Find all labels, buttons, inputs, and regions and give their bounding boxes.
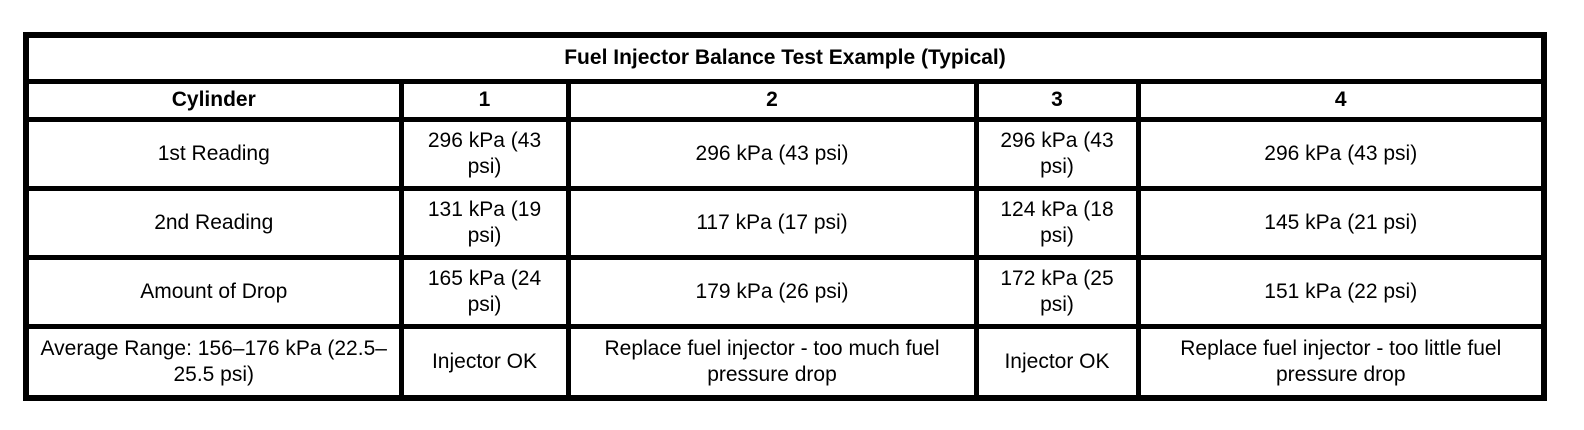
row-label-2nd-reading: 2nd Reading [23, 185, 404, 260]
cell-drop-cyl3: 172 kPa (25 psi) [973, 254, 1141, 329]
cell-drop-cyl2: 179 kPa (26 psi) [565, 254, 979, 329]
row-label-amount-of-drop: Amount of Drop [23, 254, 404, 329]
cell-verdict-cyl2: Replace fuel injector - too much fuel pr… [565, 323, 979, 401]
cell-1st-reading-cyl3: 296 kPa (43 psi) [973, 116, 1141, 191]
header-row: Cylinder 1 2 3 4 [23, 78, 1547, 122]
cell-verdict-cyl1: Injector OK [398, 323, 571, 401]
cell-drop-cyl1: 165 kPa (24 psi) [398, 254, 571, 329]
fuel-injector-balance-table: Fuel Injector Balance Test Example (Typi… [23, 32, 1548, 401]
table-title: Fuel Injector Balance Test Example (Typi… [23, 32, 1547, 84]
cell-drop-cyl4: 151 kPa (22 psi) [1135, 254, 1547, 329]
header-col-4: 4 [1135, 78, 1547, 122]
header-col-3: 3 [973, 78, 1141, 122]
balance-test-table: Fuel Injector Balance Test Example (Typi… [23, 32, 1548, 401]
header-cylinder: Cylinder [23, 78, 404, 122]
row-label-average-range: Average Range: 156–176 kPa (22.5–25.5 ps… [23, 323, 404, 401]
cell-2nd-reading-cyl4: 145 kPa (21 psi) [1135, 185, 1547, 260]
row-label-1st-reading: 1st Reading [23, 116, 404, 191]
title-row: Fuel Injector Balance Test Example (Typi… [23, 32, 1547, 84]
cell-2nd-reading-cyl2: 117 kPa (17 psi) [565, 185, 979, 260]
table-row-average-range: Average Range: 156–176 kPa (22.5–25.5 ps… [23, 323, 1547, 401]
cell-1st-reading-cyl2: 296 kPa (43 psi) [565, 116, 979, 191]
cell-2nd-reading-cyl3: 124 kPa (18 psi) [973, 185, 1141, 260]
header-col-1: 1 [398, 78, 571, 122]
cell-1st-reading-cyl1: 296 kPa (43 psi) [398, 116, 571, 191]
cell-verdict-cyl4: Replace fuel injector - too little fuel … [1135, 323, 1547, 401]
cell-verdict-cyl3: Injector OK [973, 323, 1141, 401]
table-row-amount-of-drop: Amount of Drop 165 kPa (24 psi) 179 kPa … [23, 254, 1547, 329]
table-row-2nd-reading: 2nd Reading 131 kPa (19 psi) 117 kPa (17… [23, 185, 1547, 260]
cell-1st-reading-cyl4: 296 kPa (43 psi) [1135, 116, 1547, 191]
table-row-1st-reading: 1st Reading 296 kPa (43 psi) 296 kPa (43… [23, 116, 1547, 191]
cell-2nd-reading-cyl1: 131 kPa (19 psi) [398, 185, 571, 260]
header-col-2: 2 [565, 78, 979, 122]
